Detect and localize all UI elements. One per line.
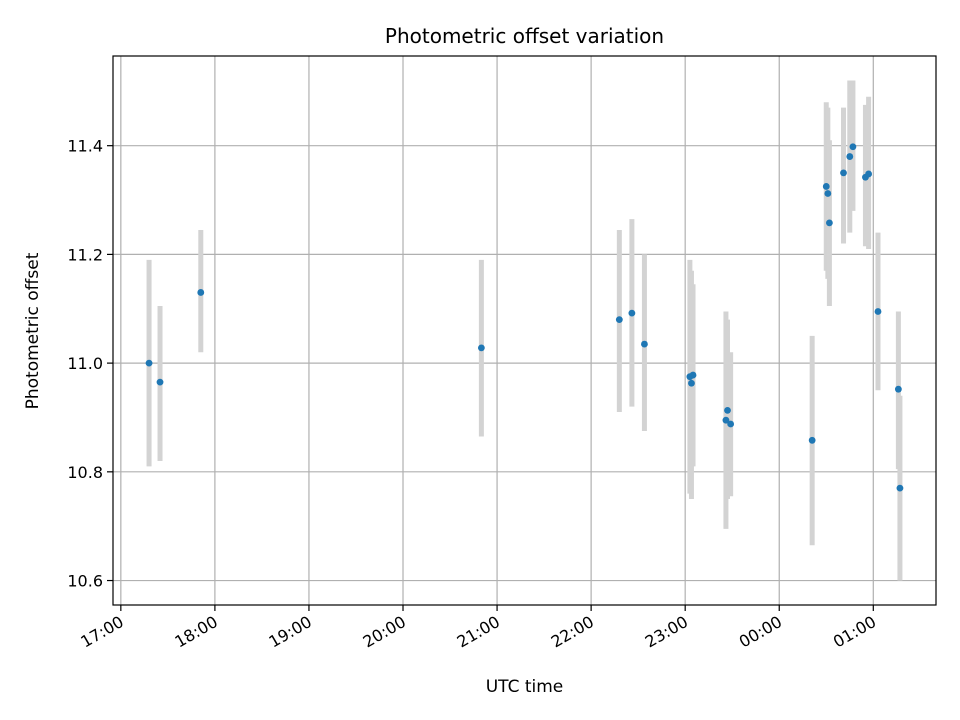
data-point bbox=[477, 344, 485, 352]
data-point bbox=[846, 153, 854, 160]
data-point bbox=[894, 385, 902, 393]
y-axis: 10.6 10.8 11.0 11.2 11.4 bbox=[67, 137, 113, 591]
y-tick-label: 11.4 bbox=[67, 137, 103, 156]
grid bbox=[113, 56, 936, 605]
plot-frame bbox=[112, 55, 937, 606]
x-tick-label: 00:00 bbox=[736, 612, 785, 652]
x-tick-label: 19:00 bbox=[266, 612, 315, 652]
data-point bbox=[641, 340, 648, 348]
data-point bbox=[822, 183, 830, 190]
data-point bbox=[156, 378, 164, 386]
x-tick-label: 23:00 bbox=[642, 612, 691, 652]
data-point bbox=[688, 379, 695, 387]
x-tick-label: 18:00 bbox=[171, 612, 220, 652]
x-tick-label: 21:00 bbox=[454, 612, 503, 652]
x-axis-title: UTC time bbox=[486, 677, 564, 697]
data-point bbox=[722, 416, 730, 424]
data-point bbox=[689, 371, 697, 379]
data-point bbox=[896, 484, 904, 492]
data-point bbox=[145, 359, 153, 367]
x-tick-label: 01:00 bbox=[830, 612, 879, 652]
y-tick-label: 11.0 bbox=[67, 354, 103, 373]
y-tick-label: 10.6 bbox=[67, 572, 103, 591]
data-point bbox=[824, 190, 832, 197]
y-tick-label: 11.2 bbox=[67, 245, 103, 264]
data-point bbox=[197, 289, 205, 296]
data-point bbox=[840, 169, 847, 177]
y-tick-label: 10.8 bbox=[67, 463, 103, 482]
data-point bbox=[724, 407, 731, 414]
x-tick-label: 22:00 bbox=[548, 612, 597, 652]
data-points bbox=[145, 143, 904, 492]
data-point bbox=[615, 316, 623, 324]
data-point bbox=[628, 309, 636, 317]
data-point bbox=[808, 436, 816, 444]
data-point bbox=[849, 143, 857, 151]
error-bars bbox=[146, 80, 903, 581]
x-axis: 17:00 18:00 19:00 20:00 21:00 22:00 23:00 00:00… bbox=[77, 605, 879, 652]
data-point bbox=[826, 219, 833, 227]
data-point bbox=[874, 308, 882, 315]
x-tick-label: 20:00 bbox=[360, 612, 409, 652]
y-axis-title: Photometric offset bbox=[23, 252, 43, 409]
data-point bbox=[727, 420, 735, 428]
x-tick-label: 17:00 bbox=[77, 612, 126, 652]
data-point bbox=[865, 170, 872, 178]
chart-title: Photometric offset variation bbox=[385, 24, 664, 48]
